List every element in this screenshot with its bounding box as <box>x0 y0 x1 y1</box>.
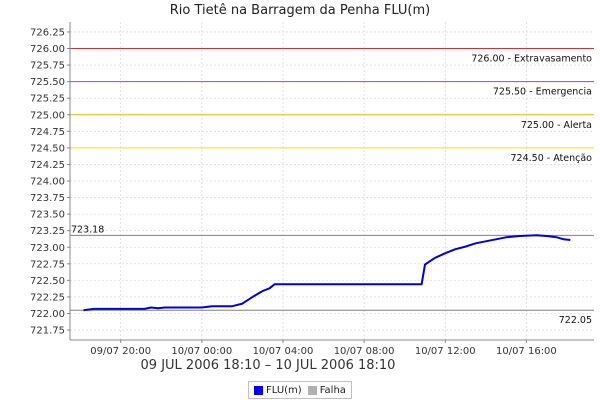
series-line-flu <box>83 234 571 312</box>
y-tick-label: 723.50 <box>30 210 65 221</box>
threshold-label: 724.50 - Atenção <box>511 153 593 164</box>
y-tick-label: 726.25 <box>30 27 65 38</box>
y-tick-label: 724.00 <box>30 177 65 188</box>
y-tick-label: 722.75 <box>30 259 65 270</box>
legend-item-falha: Falha <box>307 384 346 396</box>
series-layer <box>83 234 571 312</box>
x-tick-label: 10/07 12:00 <box>415 346 476 357</box>
x-tick-label: 10/07 04:00 <box>253 346 314 357</box>
y-tick-label: 726.00 <box>30 44 65 55</box>
y-tick-label: 725.75 <box>30 61 65 72</box>
y-tick-label: 723.25 <box>30 226 65 237</box>
legend-label-flu: FLU(m) <box>266 384 302 396</box>
y-tick-label: 725.50 <box>30 77 65 88</box>
legend-label-falha: Falha <box>319 384 346 396</box>
y-tick-label: 722.50 <box>30 276 65 287</box>
chart-title: Rio Tietê na Barragem da Penha FLU(m) <box>169 3 431 18</box>
threshold-label: 726.00 - Extravasamento <box>471 54 592 65</box>
y-tick-label: 725.25 <box>30 94 65 105</box>
y-tick-label: 724.50 <box>30 143 65 154</box>
legend: FLU(m) Falha <box>248 381 352 399</box>
reference-label: 723.18 <box>71 224 104 235</box>
threshold-label: 725.00 - Alerta <box>521 120 592 131</box>
y-tick-label: 721.75 <box>30 326 65 337</box>
reference-label: 722.05 <box>559 315 592 326</box>
y-tick-label: 722.00 <box>30 309 65 320</box>
y-tick-label: 725.00 <box>30 110 65 121</box>
legend-item-flu: FLU(m) <box>254 385 302 396</box>
threshold-layer: 726.00 - Extravasamento 725.50 - Emergenc… <box>70 48 594 326</box>
legend-swatch-falha <box>307 385 317 395</box>
axis-layer: 721.75 722.00 722.25 722.50 722.75 723.00 723.… <box>30 22 594 357</box>
y-tick-label: 723.75 <box>30 193 65 204</box>
y-tick-label: 722.25 <box>30 292 65 303</box>
threshold-label: 725.50 - Emergencia <box>493 87 592 98</box>
y-tick-label: 723.00 <box>30 243 65 254</box>
x-axis-label: 09 JUL 2006 18:10 – 10 JUL 2006 18:10 <box>141 358 396 373</box>
legend-swatch-flu <box>254 385 263 395</box>
x-tick-label: 10/07 16:00 <box>496 346 557 357</box>
x-tick-label: 10/07 08:00 <box>334 346 395 357</box>
x-tick-label: 10/07 00:00 <box>171 346 232 357</box>
x-tick-label: 09/07 20:00 <box>90 346 151 357</box>
y-tick-label: 724.25 <box>30 160 65 171</box>
y-tick-label: 724.75 <box>30 127 65 138</box>
